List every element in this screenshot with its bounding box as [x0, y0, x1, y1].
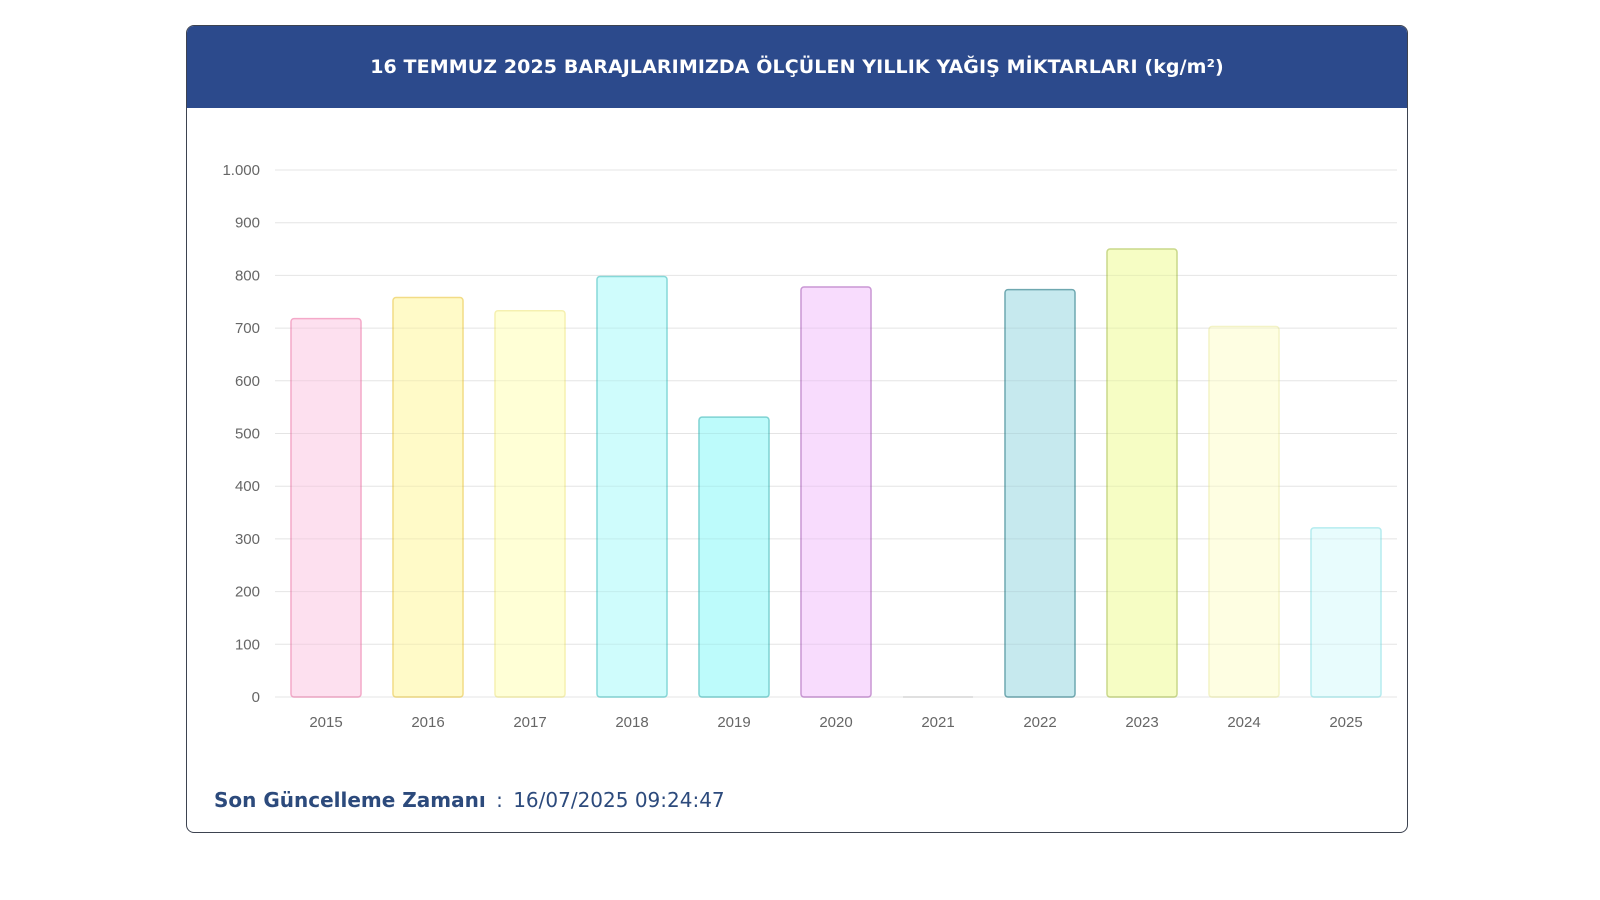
- grid-lines-over-bars: [275, 169, 1397, 698]
- y-tick-label: 900: [235, 215, 260, 232]
- y-tick-label: 0: [252, 689, 260, 706]
- bar-2017: [494, 309, 566, 698]
- x-tick-label: 2018: [615, 714, 648, 731]
- x-tick-label: 2020: [819, 714, 852, 731]
- bar-2015: [290, 317, 362, 698]
- y-tick-label: 800: [235, 267, 260, 284]
- last-update-label: Son Güncelleme Zamanı: [214, 788, 486, 812]
- chart-title: 16 TEMMUZ 2025 BARAJLARIMIZDA ÖLÇÜLEN YI…: [370, 56, 1224, 78]
- y-tick-label: 500: [235, 426, 260, 443]
- bar-2016: [392, 296, 464, 698]
- last-update: Son Güncelleme Zamanı : 16/07/2025 09:24…: [214, 788, 725, 812]
- y-tick-label: 400: [235, 478, 260, 495]
- card-header: 16 TEMMUZ 2025 BARAJLARIMIZDA ÖLÇÜLEN YI…: [187, 26, 1407, 108]
- rainfall-chart-card: 16 TEMMUZ 2025 BARAJLARIMIZDA ÖLÇÜLEN YI…: [186, 25, 1408, 833]
- x-tick-label: 2019: [717, 714, 750, 731]
- bar-2024: [1208, 325, 1280, 698]
- bar-2018: [596, 275, 668, 698]
- last-update-separator: :: [496, 788, 503, 812]
- y-tick-label: 200: [235, 584, 260, 601]
- last-update-value: 16/07/2025 09:24:47: [513, 788, 725, 812]
- x-axis-tick-labels: 2015 2016 2017 2018 2019 2020 2021 2022 2023 2024…: [309, 714, 1362, 731]
- x-tick-label: 2023: [1125, 714, 1158, 731]
- bar-2025: [1310, 527, 1382, 698]
- y-axis-tick-labels: 0 100 200 300 400 500 600 700 800 900 1.000: [222, 162, 260, 706]
- y-tick-label: 100: [235, 636, 260, 653]
- x-tick-label: 2016: [411, 714, 444, 731]
- y-tick-label: 1.000: [222, 162, 260, 179]
- y-tick-label: 300: [235, 531, 260, 548]
- y-tick-label: 600: [235, 373, 260, 390]
- y-tick-label: 700: [235, 320, 260, 337]
- x-tick-label: 2025: [1329, 714, 1362, 731]
- x-tick-label: 2017: [513, 714, 546, 731]
- bar-2023: [1106, 248, 1178, 698]
- x-tick-label: 2015: [309, 714, 342, 731]
- x-tick-label: 2021: [921, 714, 954, 731]
- x-tick-label: 2022: [1023, 714, 1056, 731]
- bars: [290, 248, 1382, 698]
- bar-2019: [698, 416, 770, 698]
- x-tick-label: 2024: [1227, 714, 1260, 731]
- bar-2022: [1004, 288, 1076, 698]
- bar-2020: [800, 286, 872, 698]
